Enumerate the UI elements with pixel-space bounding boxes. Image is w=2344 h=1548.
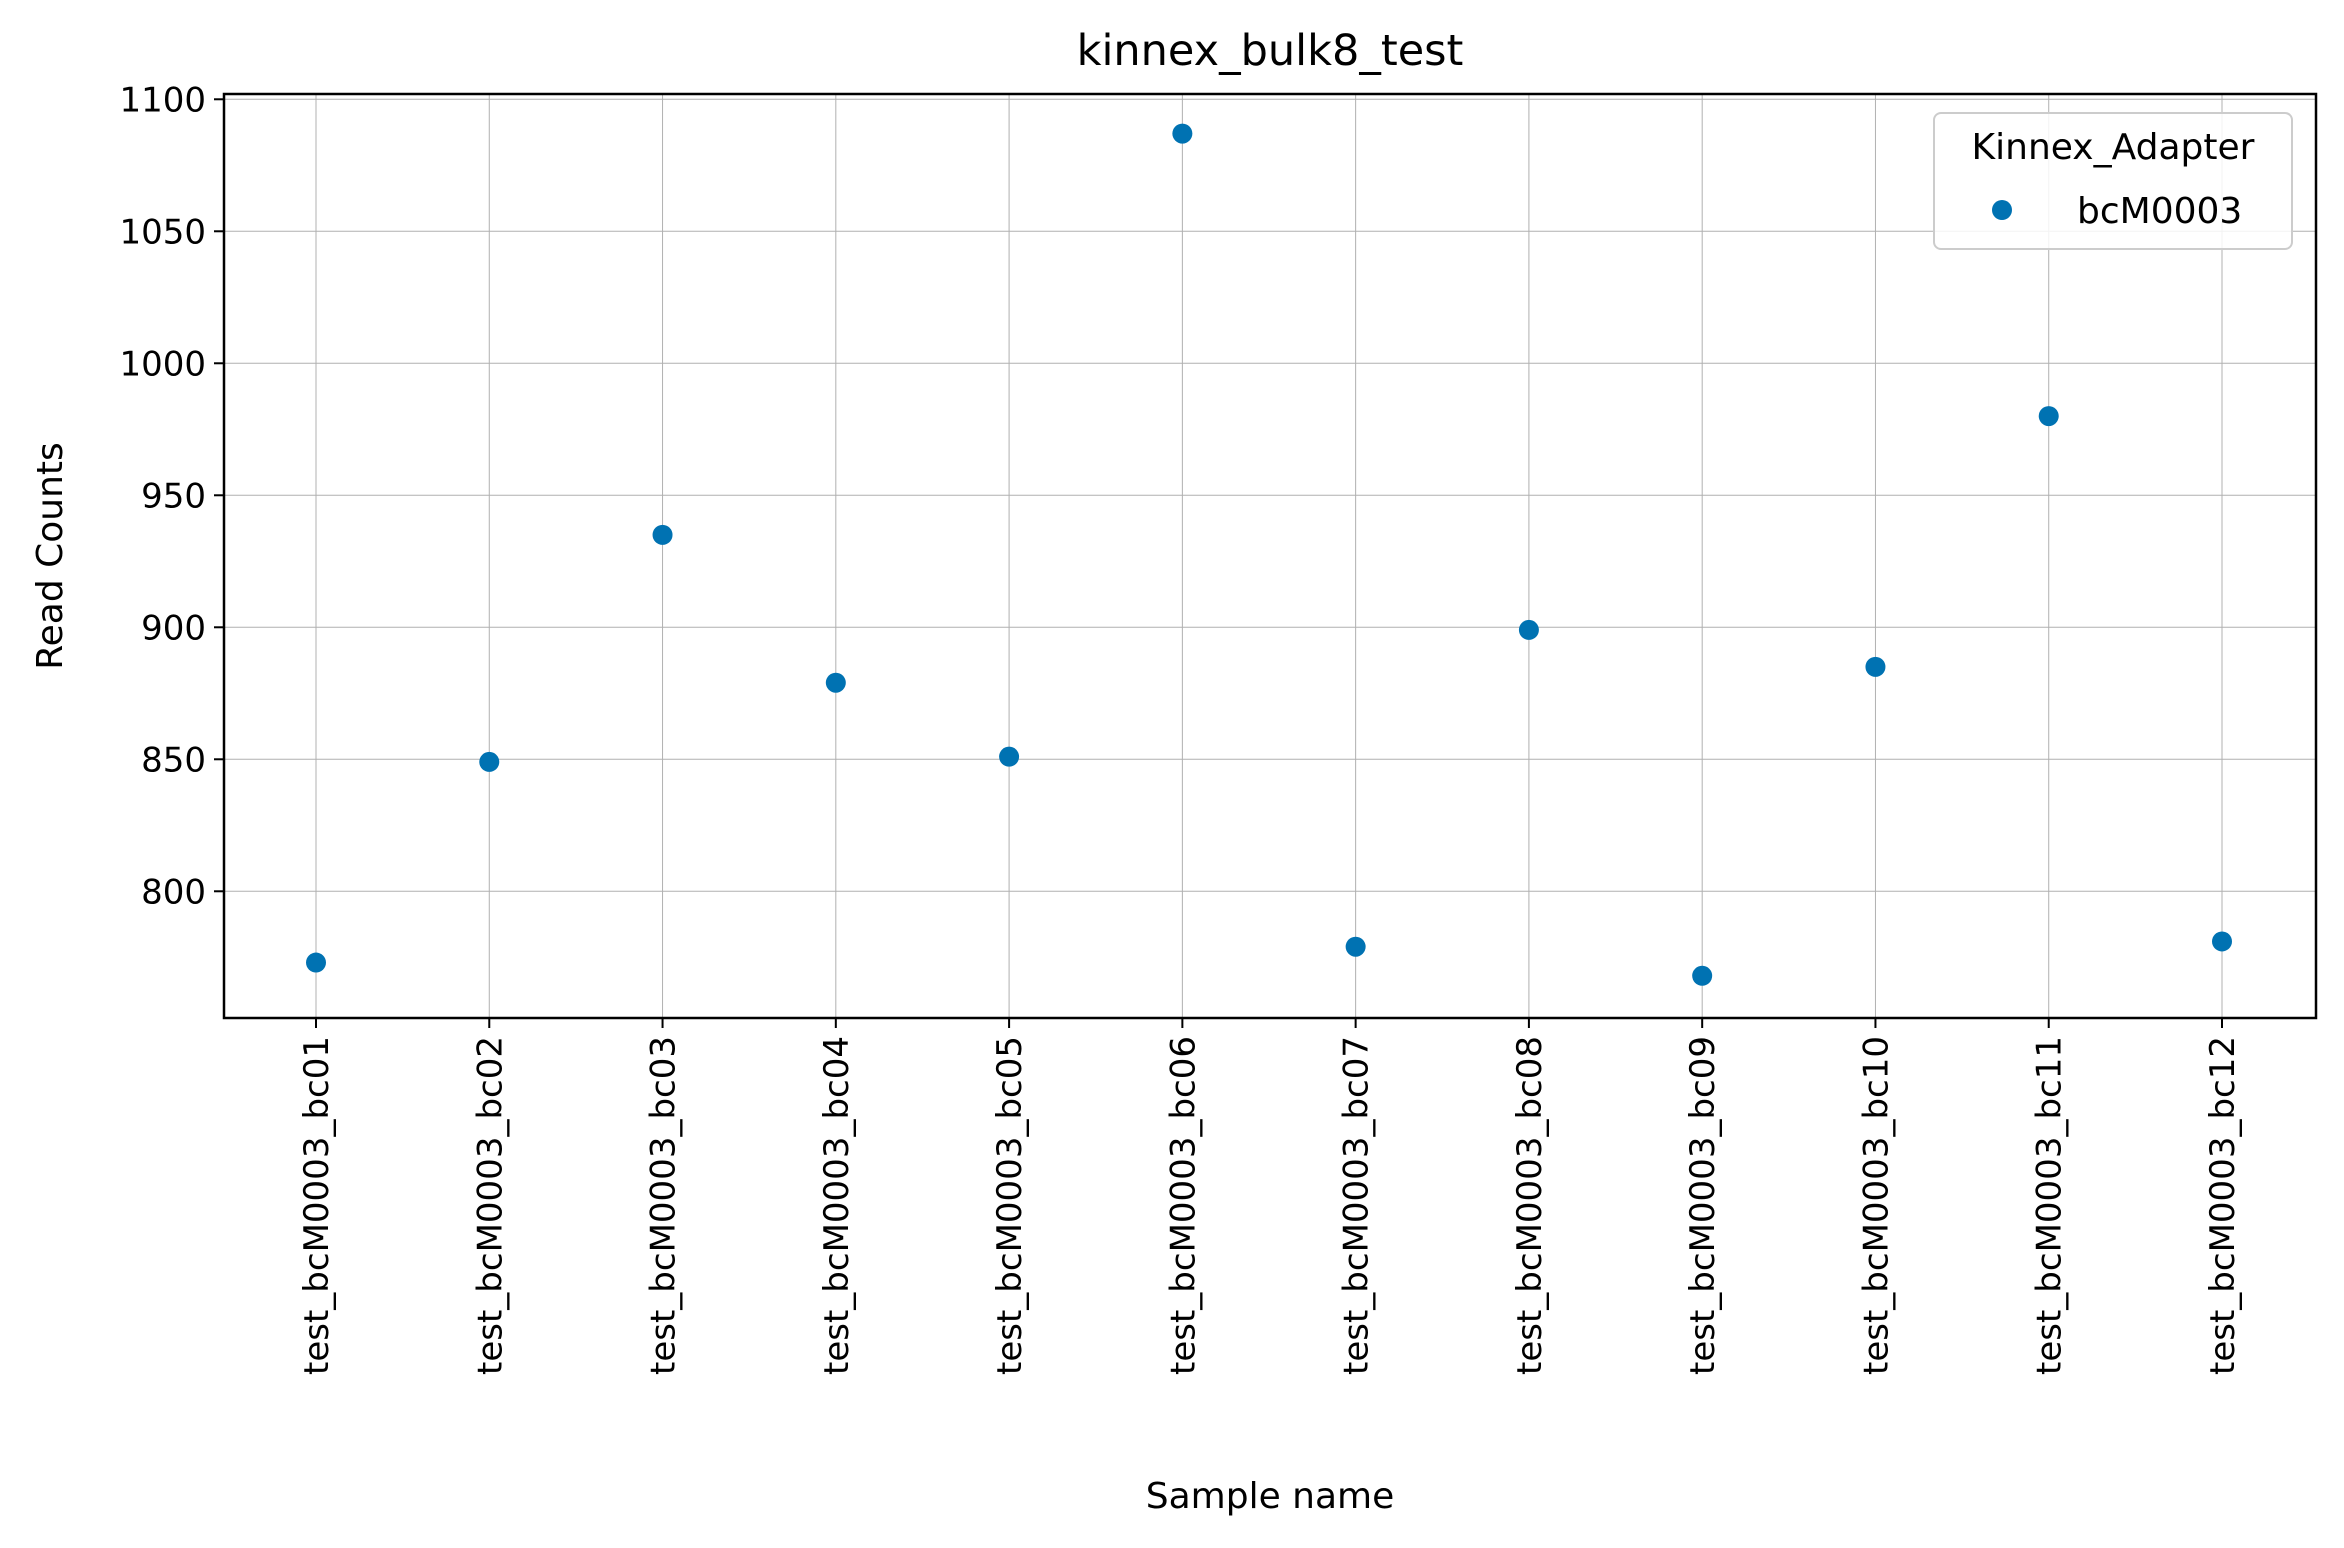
x-tick-label: test_bcM0003_bc03 <box>644 1036 684 1375</box>
data-point <box>2038 406 2059 427</box>
x-tick-label: test_bcM0003_bc11 <box>2030 1036 2070 1375</box>
x-tick-label: test_bcM0003_bc01 <box>297 1036 337 1375</box>
x-tick-label: test_bcM0003_bc12 <box>2203 1036 2243 1375</box>
y-tick-label: 1000 <box>119 344 206 384</box>
y-tick-label: 950 <box>141 476 206 516</box>
x-axis-ticks: test_bcM0003_bc01 test_bcM0003_bc02 test_b… <box>297 1018 2243 1375</box>
y-tick-label: 850 <box>141 740 206 780</box>
y-tick-label: 900 <box>141 608 206 648</box>
data-point <box>1345 936 1366 957</box>
x-tick-label: test_bcM0003_bc08 <box>1510 1036 1550 1375</box>
data-point <box>825 672 846 693</box>
x-tick-label: test_bcM0003_bc04 <box>817 1036 857 1375</box>
data-point <box>999 746 1020 767</box>
data-point <box>1518 619 1539 640</box>
y-axis-ticks: 800 850 900 950 1000 1050 1100 <box>119 80 224 912</box>
data-point <box>652 524 673 545</box>
x-tick-label: test_bcM0003_bc07 <box>1337 1036 1377 1375</box>
y-tick-label: 800 <box>141 872 206 912</box>
legend-title: Kinnex_Adapter <box>1972 127 2255 168</box>
x-tick-label: test_bcM0003_bc05 <box>990 1036 1030 1375</box>
data-point <box>306 952 326 973</box>
data-point <box>479 751 500 772</box>
legend: Kinnex_Adapter bcM0003 <box>1933 112 2293 250</box>
x-tick-label: test_bcM0003_bc06 <box>1163 1036 1203 1375</box>
data-points <box>306 123 2232 986</box>
grid-lines <box>224 94 2316 1018</box>
data-point <box>1172 123 1193 144</box>
data-point <box>1865 656 1886 677</box>
x-tick-label: test_bcM0003_bc02 <box>470 1036 510 1375</box>
y-tick-label: 1050 <box>119 212 206 252</box>
legend-entry-label: bcM0003 <box>2077 191 2242 232</box>
y-tick-label: 1100 <box>119 80 206 120</box>
x-tick-label: test_bcM0003_bc10 <box>1856 1036 1896 1375</box>
x-axis-label: Sample name <box>1146 1476 1395 1517</box>
y-axis-label: Read Counts <box>30 442 71 670</box>
data-point <box>1692 965 1713 986</box>
legend-marker <box>1992 200 2012 220</box>
chart-title: kinnex_bulk8_test <box>1077 26 1464 76</box>
data-point <box>2212 931 2232 952</box>
plot-frame <box>222 92 2318 1020</box>
x-tick-label: test_bcM0003_bc09 <box>1683 1036 1723 1375</box>
legend-box <box>1933 112 2293 250</box>
